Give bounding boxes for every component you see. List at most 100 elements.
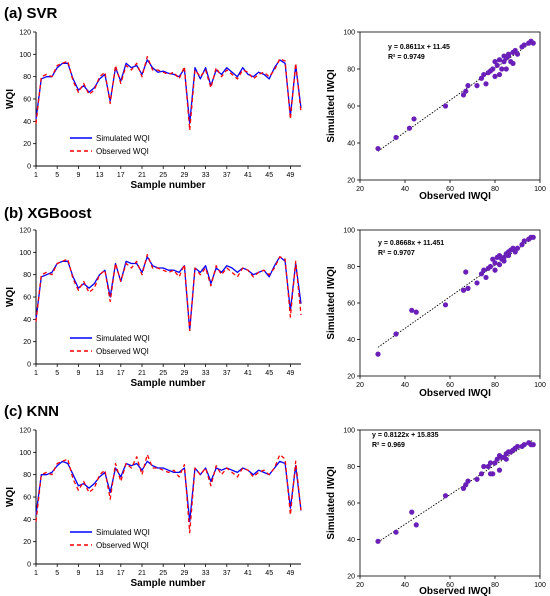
scatter-point (483, 81, 489, 87)
scatter-point (505, 51, 512, 57)
scatter-point (505, 252, 512, 259)
scatter-point (375, 538, 381, 544)
panel-title: (c) KNN (4, 403, 59, 420)
scatter-point (521, 238, 527, 244)
x-tick-label: 1 (34, 370, 38, 377)
scatter-point (530, 234, 536, 240)
y-tick-label: 120 (19, 428, 31, 435)
x-tick-label: 13 (96, 172, 104, 179)
x-tick-label: 17 (117, 570, 125, 577)
y-tick-label: 80 (23, 272, 31, 279)
legend-label: Simulated WQI (96, 528, 150, 537)
scatter-point (409, 509, 415, 515)
x-tick-label: 13 (96, 570, 104, 577)
scatter-point (411, 116, 417, 122)
x-axis-label: Sample number (130, 378, 205, 389)
scatter-point (483, 274, 489, 281)
y-tick-label: 60 (347, 301, 355, 308)
x-tick-label: 25 (159, 370, 167, 377)
x-tick-label: 80 (491, 186, 499, 193)
x-tick-label: 40 (401, 582, 409, 589)
scatter-point (442, 103, 449, 109)
scatter-point (460, 287, 467, 293)
r-squared: R² = 0.969 (372, 442, 405, 449)
x-tick-label: 29 (181, 370, 189, 377)
y-tick-label: 40 (347, 337, 355, 344)
panel-1: (a) SVR 0 20 40 60 80 100 120 1 5 9 13 17 21 25 29 33 37 4… (4, 5, 546, 202)
y-tick-label: 80 (23, 74, 31, 81)
y-tick-label: 60 (23, 97, 31, 104)
scatter-point (406, 125, 413, 131)
x-tick-label: 20 (356, 382, 364, 389)
y-axis-label: WQI (5, 487, 16, 507)
x-tick-label: 41 (244, 370, 252, 377)
x-tick-label: 25 (159, 172, 167, 179)
y-axis-label: WQI (5, 89, 16, 109)
y-tick-label: 0 (27, 164, 31, 171)
series-line-simulated (35, 59, 302, 125)
x-tick-label: 25 (159, 570, 167, 577)
x-tick-label: 5 (55, 570, 59, 577)
y-tick-label: 100 (343, 30, 355, 37)
x-tick-label: 100 (534, 382, 546, 389)
x-tick-label: 100 (534, 582, 546, 589)
x-tick-label: 37 (223, 172, 231, 179)
panel-title: (b) XGBoost (4, 205, 92, 222)
x-tick-label: 33 (202, 172, 210, 179)
x-tick-label: 1 (34, 172, 38, 179)
y-tick-label: 100 (19, 52, 31, 59)
scatter-point (496, 71, 503, 78)
scatter-chart: 20 40 60 80 100 20 40 60 80 100 y = 0.8611x + 11.4… (326, 30, 546, 203)
x-axis-label: Observed IWQI (419, 586, 491, 596)
scatter-point (413, 309, 419, 315)
scatter-point (503, 456, 509, 462)
regression-equation: y = 0.8122x + 15.835 (372, 432, 439, 439)
scatter-point (375, 351, 381, 357)
y-tick-label: 100 (19, 450, 31, 457)
series-line-observed (35, 253, 302, 332)
x-tick-label: 45 (265, 172, 273, 179)
x-tick-label: 9 (76, 370, 80, 377)
legend-label: Observed WQI (96, 347, 149, 356)
series-line-simulated (35, 460, 302, 523)
x-tick-label: 13 (96, 370, 104, 377)
x-tick-label: 5 (55, 172, 59, 179)
scatter-point (514, 443, 521, 450)
y-tick-label: 0 (27, 362, 31, 369)
y-tick-label: 20 (347, 574, 355, 581)
y-tick-label: 80 (347, 464, 355, 471)
scatter-point (393, 529, 399, 535)
x-tick-label: 41 (244, 172, 252, 179)
scatter-point (465, 83, 471, 89)
scatter-point (442, 302, 449, 308)
scatter-point (413, 522, 419, 528)
scatter-point (521, 442, 527, 448)
x-tick-label: 45 (265, 570, 273, 577)
y-tick-label: 60 (23, 495, 31, 502)
x-tick-label: 49 (287, 172, 295, 179)
x-tick-label: 9 (76, 570, 80, 577)
x-tick-label: 100 (534, 186, 546, 193)
scatter-point (492, 267, 498, 273)
x-tick-label: 40 (401, 382, 409, 389)
line-chart: 0 20 40 60 80 100 120 1 5 9 13 17 21 25 29 33 37 41 45 49 Si… (5, 228, 302, 389)
scatter-point (487, 471, 494, 477)
scatter-point (530, 442, 536, 448)
panel-2: (b) XGBoost 0 20 40 60 80 100 120 1 5 9 13 17 21 25 29 3… (4, 205, 546, 399)
y-tick-label: 100 (343, 228, 355, 235)
x-tick-label: 37 (223, 370, 231, 377)
trendline (377, 439, 534, 543)
y-tick-label: 80 (347, 264, 355, 271)
legend-label: Observed WQI (96, 147, 149, 156)
x-tick-label: 17 (117, 172, 125, 179)
y-tick-label: 120 (19, 228, 31, 235)
y-axis-label: Simulated IWQI (326, 466, 337, 540)
line-chart: 0 20 40 60 80 100 120 1 5 9 13 17 21 25 29 33 37 41 45 49 Si… (5, 428, 302, 589)
scatter-point (503, 66, 509, 72)
x-tick-label: 33 (202, 370, 210, 377)
scatter-point (514, 245, 521, 251)
x-tick-label: 49 (287, 370, 295, 377)
y-tick-label: 20 (23, 339, 31, 346)
y-axis-label: Simulated IWQI (326, 69, 337, 143)
y-tick-label: 40 (23, 517, 31, 524)
